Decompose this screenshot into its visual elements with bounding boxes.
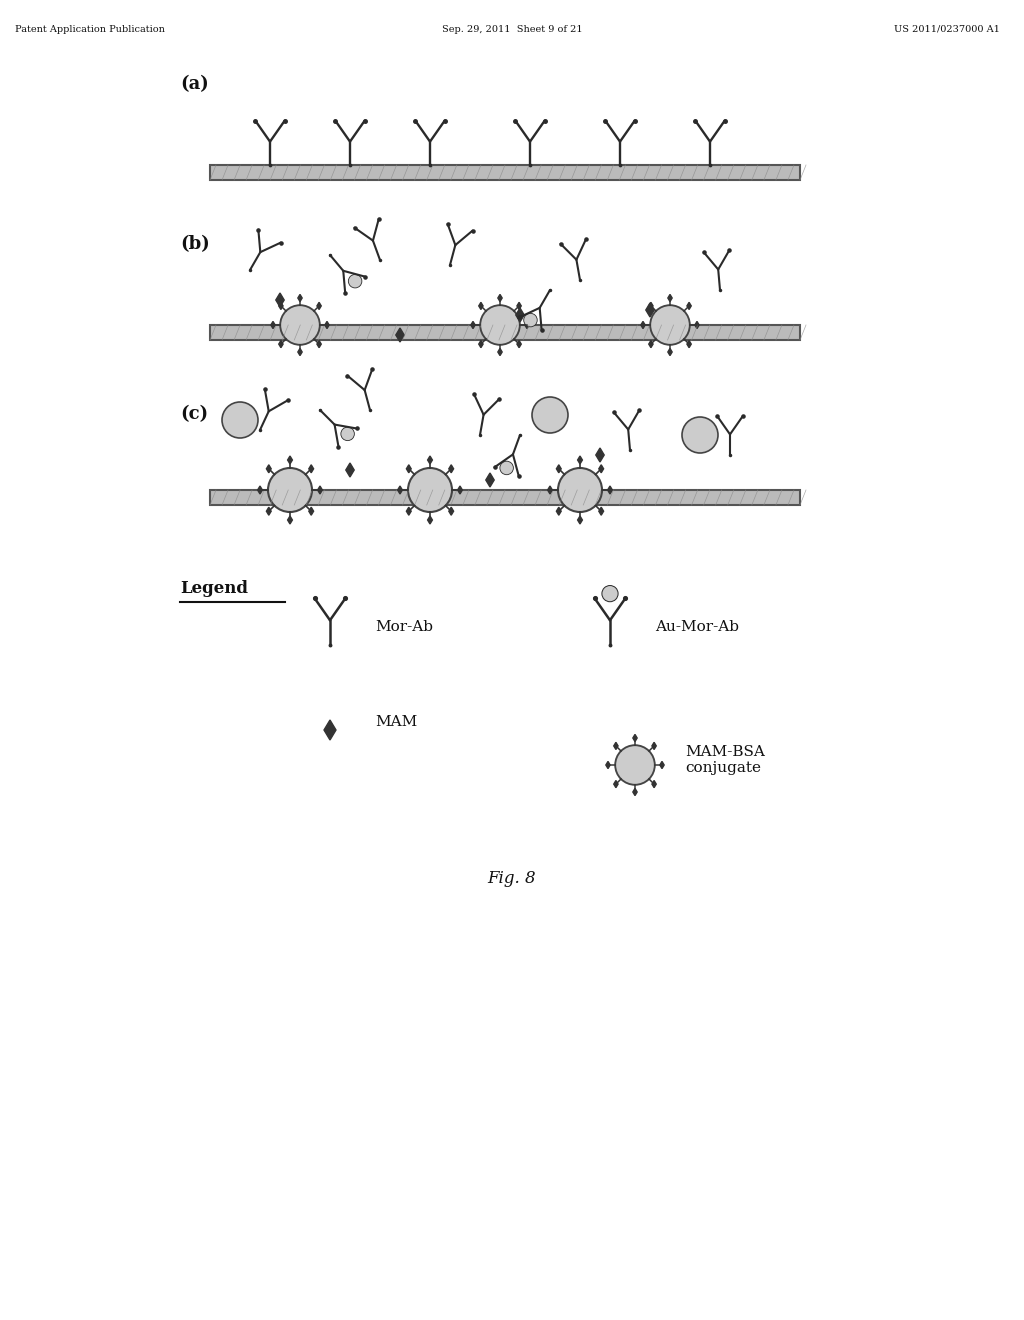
Circle shape bbox=[341, 428, 354, 441]
Text: Fig. 8: Fig. 8 bbox=[487, 870, 537, 887]
Polygon shape bbox=[317, 302, 322, 309]
Polygon shape bbox=[633, 788, 637, 796]
Polygon shape bbox=[687, 341, 691, 347]
Polygon shape bbox=[397, 486, 402, 494]
Polygon shape bbox=[695, 321, 699, 329]
Circle shape bbox=[222, 403, 258, 438]
Polygon shape bbox=[449, 465, 454, 473]
Text: MAM-BSA
conjugate: MAM-BSA conjugate bbox=[685, 744, 765, 775]
Polygon shape bbox=[309, 465, 313, 473]
Circle shape bbox=[602, 586, 618, 602]
Polygon shape bbox=[599, 465, 603, 473]
Polygon shape bbox=[279, 302, 283, 309]
Polygon shape bbox=[498, 294, 502, 301]
Bar bbox=[210, 325, 800, 341]
Polygon shape bbox=[548, 486, 552, 494]
Polygon shape bbox=[288, 516, 293, 524]
Polygon shape bbox=[613, 742, 618, 750]
Text: (c): (c) bbox=[180, 405, 208, 422]
Circle shape bbox=[268, 469, 312, 512]
Circle shape bbox=[348, 275, 361, 288]
Polygon shape bbox=[428, 516, 432, 524]
Text: Legend: Legend bbox=[180, 579, 248, 597]
Text: US 2011/0237000 A1: US 2011/0237000 A1 bbox=[894, 25, 1000, 34]
Polygon shape bbox=[556, 507, 561, 515]
Circle shape bbox=[281, 305, 319, 345]
Polygon shape bbox=[687, 302, 691, 309]
Polygon shape bbox=[407, 465, 412, 473]
Polygon shape bbox=[266, 465, 271, 473]
Polygon shape bbox=[641, 321, 645, 329]
Polygon shape bbox=[646, 304, 654, 317]
Circle shape bbox=[500, 461, 513, 475]
Polygon shape bbox=[346, 463, 354, 477]
Polygon shape bbox=[525, 321, 529, 329]
Polygon shape bbox=[599, 507, 603, 515]
Polygon shape bbox=[407, 507, 412, 515]
Polygon shape bbox=[517, 341, 521, 347]
Polygon shape bbox=[578, 516, 583, 524]
Polygon shape bbox=[275, 293, 285, 308]
Polygon shape bbox=[279, 341, 283, 347]
Polygon shape bbox=[324, 719, 336, 741]
Polygon shape bbox=[516, 308, 524, 322]
Polygon shape bbox=[668, 294, 672, 301]
Polygon shape bbox=[613, 780, 618, 788]
Bar bbox=[210, 490, 800, 506]
Polygon shape bbox=[325, 321, 329, 329]
Circle shape bbox=[532, 397, 568, 433]
Polygon shape bbox=[485, 473, 495, 487]
Circle shape bbox=[682, 417, 718, 453]
Polygon shape bbox=[449, 507, 454, 515]
Circle shape bbox=[523, 313, 538, 327]
Polygon shape bbox=[298, 294, 302, 301]
Polygon shape bbox=[309, 507, 313, 515]
Circle shape bbox=[615, 746, 654, 785]
Polygon shape bbox=[668, 348, 672, 355]
Polygon shape bbox=[659, 762, 665, 768]
Polygon shape bbox=[471, 321, 475, 329]
Bar bbox=[210, 165, 800, 180]
Polygon shape bbox=[606, 762, 610, 768]
Circle shape bbox=[650, 305, 690, 345]
Polygon shape bbox=[266, 507, 271, 515]
Circle shape bbox=[558, 469, 602, 512]
Polygon shape bbox=[317, 341, 322, 347]
Text: (b): (b) bbox=[180, 235, 210, 253]
Polygon shape bbox=[479, 302, 483, 309]
Text: Sep. 29, 2011  Sheet 9 of 21: Sep. 29, 2011 Sheet 9 of 21 bbox=[441, 25, 583, 34]
Polygon shape bbox=[270, 321, 275, 329]
Polygon shape bbox=[633, 734, 637, 742]
Polygon shape bbox=[317, 486, 323, 494]
Polygon shape bbox=[298, 348, 302, 355]
Circle shape bbox=[408, 469, 452, 512]
Polygon shape bbox=[458, 486, 463, 494]
Polygon shape bbox=[649, 302, 653, 309]
Polygon shape bbox=[479, 341, 483, 347]
Polygon shape bbox=[649, 341, 653, 347]
Text: Mor-Ab: Mor-Ab bbox=[375, 620, 433, 634]
Polygon shape bbox=[517, 302, 521, 309]
Polygon shape bbox=[258, 486, 262, 494]
Polygon shape bbox=[396, 327, 404, 342]
Polygon shape bbox=[498, 348, 502, 355]
Polygon shape bbox=[652, 780, 656, 788]
Text: MAM: MAM bbox=[375, 715, 417, 729]
Polygon shape bbox=[578, 455, 583, 465]
Polygon shape bbox=[556, 465, 561, 473]
Polygon shape bbox=[428, 455, 432, 465]
Polygon shape bbox=[652, 742, 656, 750]
Circle shape bbox=[480, 305, 520, 345]
Text: (a): (a) bbox=[180, 75, 209, 92]
Text: Patent Application Publication: Patent Application Publication bbox=[15, 25, 165, 34]
Polygon shape bbox=[288, 455, 293, 465]
Polygon shape bbox=[596, 447, 604, 462]
Text: Au-Mor-Ab: Au-Mor-Ab bbox=[655, 620, 739, 634]
Polygon shape bbox=[607, 486, 612, 494]
